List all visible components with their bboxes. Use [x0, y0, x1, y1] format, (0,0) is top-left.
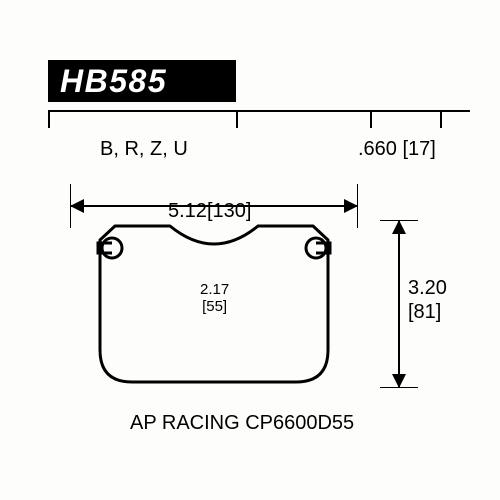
compound-codes: B, R, Z, U	[100, 138, 188, 161]
thickness-inches: .660	[358, 138, 397, 160]
height-dimension: 3.20 [81]	[408, 276, 447, 324]
thickness-dimension: .660 [17]	[358, 138, 436, 161]
mounting-hole-left	[102, 238, 122, 258]
divider-tick	[48, 110, 50, 128]
divider-tick	[440, 110, 442, 128]
thickness-mm: [17]	[403, 138, 436, 160]
divider-tick	[236, 110, 238, 128]
diagram-container: { "part_number": "HB585", "codes_label":…	[0, 0, 500, 500]
header-divider	[48, 110, 470, 112]
height-inches: 3.20	[408, 276, 447, 300]
part-number-band: HB585	[48, 60, 236, 102]
width-mm: [130]	[207, 200, 251, 222]
inner-mm: [55]	[200, 299, 229, 316]
width-inches: 5.12	[168, 200, 207, 222]
part-caption: AP RACING CP6600D55	[130, 412, 354, 435]
divider-tick	[370, 110, 372, 128]
height-mm: [81]	[408, 300, 447, 324]
mounting-hole-right	[306, 238, 326, 258]
inner-dimension: 2.17 [55]	[200, 282, 229, 315]
inner-inches: 2.17	[200, 282, 229, 299]
